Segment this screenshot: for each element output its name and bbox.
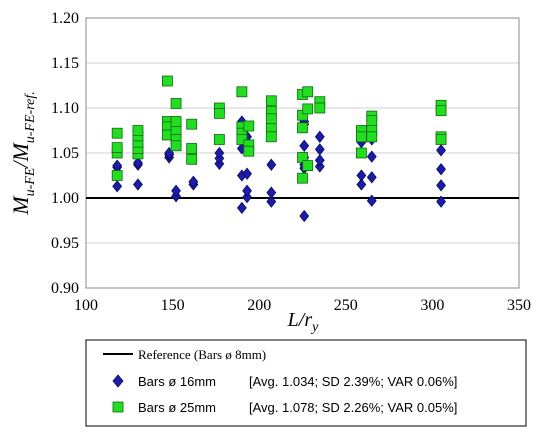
y-tick-label: 1.15 [51,55,79,72]
data-point-16mm [266,186,277,199]
data-point-25mm [314,102,326,114]
data-point-25mm [302,103,314,115]
legend-25mm-marker [112,401,124,413]
data-point-25mm [213,108,225,119]
data-point-16mm [171,184,181,197]
data-point-25mm [265,113,277,125]
data-point-25mm [170,98,182,109]
y-tick-label: 1.10 [51,100,79,117]
data-point-16mm [236,201,247,215]
legend-25mm-label: Bars ø 25mm [138,400,216,415]
data-point-16mm [314,160,325,173]
x-tick-labels: 100 150 200 250 300 350 [74,297,531,314]
x-tick-label: 300 [420,297,444,314]
y-tick-label: 0.95 [51,235,79,252]
plot-border [85,17,520,289]
data-point-25mm [170,116,182,127]
data-point-25mm [186,143,198,154]
data-point-25mm [435,134,447,145]
data-point-25mm [236,86,248,98]
x-axis-title: L/ry [287,309,319,335]
x-tick-label: 250 [334,297,358,314]
data-point-16mm [436,179,446,192]
data-point-16mm [366,150,377,163]
data-point-16mm [314,154,325,167]
x-tick-label: 350 [507,297,531,314]
data-point-16mm [214,146,225,160]
data-point-25mm [213,134,225,145]
data-point-25mm [366,115,378,126]
x-tick-label: 100 [74,297,98,314]
data-point-25mm [162,75,173,87]
x-axis-sub: y [310,320,319,335]
legend-16mm-marker [112,374,124,388]
y-axis-main: M [8,195,33,216]
data-point-16mm [436,163,446,176]
data-point-16mm [133,156,143,170]
data-point-25mm [355,147,367,159]
data-point-25mm [111,127,123,139]
data-point-16mm [436,144,446,157]
series-25mm [111,75,447,184]
x-tick-label: 200 [247,297,271,314]
data-point-25mm [355,131,367,143]
legend-16mm-label: Bars ø 16mm [138,374,216,389]
data-point-25mm [265,131,277,143]
data-point-16mm [299,209,310,223]
x-axis-main: L/r [287,309,313,331]
data-point-16mm [356,178,367,191]
x-tick-label: 150 [161,297,185,314]
data-point-25mm [297,122,308,134]
data-point-25mm [243,145,255,157]
data-point-16mm [133,178,143,191]
data-point-25mm [435,105,447,117]
legend-box [85,339,527,427]
y-tick-label: 0.90 [51,280,79,297]
data-point-16mm [188,175,199,188]
y-tick-label: 1.20 [51,10,79,27]
y-tick-label: 1.05 [51,145,79,162]
data-point-16mm [266,195,277,208]
data-point-16mm [436,195,446,208]
y-tick-label: 1.00 [51,190,79,207]
data-point-25mm [170,140,182,152]
data-points [111,75,447,223]
data-point-25mm [132,125,144,136]
data-point-16mm [366,171,377,184]
y-axis-sub1: u-FE [23,167,38,196]
data-point-25mm [265,95,277,107]
data-point-16mm [366,194,377,207]
data-point-25mm [186,118,198,130]
data-point-16mm [242,184,252,197]
y-axis-sep: /M [8,142,33,170]
data-point-16mm [242,167,252,180]
data-point-16mm [266,158,277,171]
data-point-25mm [186,153,198,165]
data-point-25mm [243,120,255,132]
data-point-25mm [111,142,123,154]
data-point-16mm [314,130,325,143]
data-point-25mm [302,160,314,172]
data-point-16mm [314,143,325,156]
legend: Reference (Bars ø 8mm) Bars ø 16mm [Avg.… [85,339,527,427]
data-point-16mm [242,190,252,204]
data-point-25mm [111,170,123,181]
data-point-25mm [366,131,378,143]
data-point-16mm [299,139,310,152]
legend-25mm-stats: [Avg. 1.078; SD 2.26%; VAR 0.05%] [249,400,457,415]
data-point-25mm [297,172,308,184]
data-point-16mm [356,169,367,182]
legend-16mm-stats: [Avg. 1.034; SD 2.39%; VAR 0.06%] [249,374,457,389]
y-axis-sub2: u-FE-ref. [23,91,38,143]
data-point-25mm [302,86,314,98]
y-axis-title: Mu-FE/Mu-FE-ref. [8,91,38,216]
legend-reference-label: Reference (Bars ø 8mm) [138,347,266,362]
data-point-16mm [112,180,123,193]
y-tick-labels: 0.90 0.95 1.00 1.05 1.10 1.15 1.20 [51,10,79,297]
